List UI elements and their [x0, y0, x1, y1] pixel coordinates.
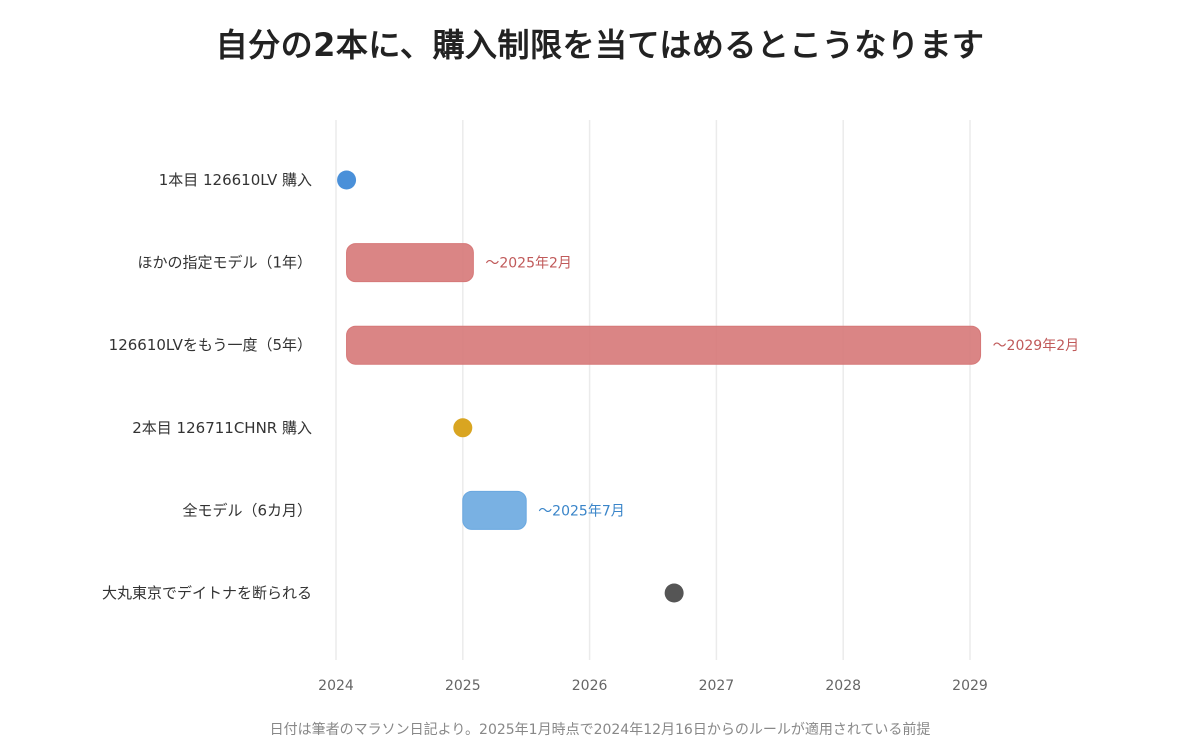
row-label: 1本目 126610LV 購入	[159, 171, 312, 189]
x-tick-label: 2024	[318, 678, 354, 694]
bar-end-label: 〜2025年2月	[485, 256, 572, 272]
x-tick-label: 2027	[699, 678, 735, 694]
x-tick-label: 2028	[825, 678, 861, 694]
footnote: 日付は筆者のマラソン日記より。2025年1月時点で2024年12月16日からのル…	[269, 722, 931, 738]
restriction-bar	[462, 490, 527, 530]
row-label: 2本目 126711CHNR 購入	[132, 419, 312, 437]
bar-end-label: 〜2025年7月	[538, 503, 625, 519]
chart-title: 自分の2本に、購入制限を当てはめるとこうなります	[215, 26, 985, 64]
x-tick-label: 2026	[572, 678, 608, 694]
restriction-bar	[346, 243, 474, 283]
row-label: 126610LVをもう一度（5年）	[109, 336, 312, 354]
event-dot	[337, 170, 357, 190]
row-label: 大丸東京でデイトナを断られる	[102, 584, 312, 602]
event-dot	[453, 418, 473, 438]
event-dot	[664, 583, 684, 603]
restriction-bar	[346, 325, 982, 365]
x-tick-label: 2029	[952, 678, 988, 694]
row-label: ほかの指定モデル（1年）	[137, 254, 312, 272]
row-label: 全モデル（6カ月）	[182, 501, 312, 519]
x-tick-label: 2025	[445, 678, 481, 694]
bar-end-label: 〜2029年2月	[993, 338, 1080, 354]
